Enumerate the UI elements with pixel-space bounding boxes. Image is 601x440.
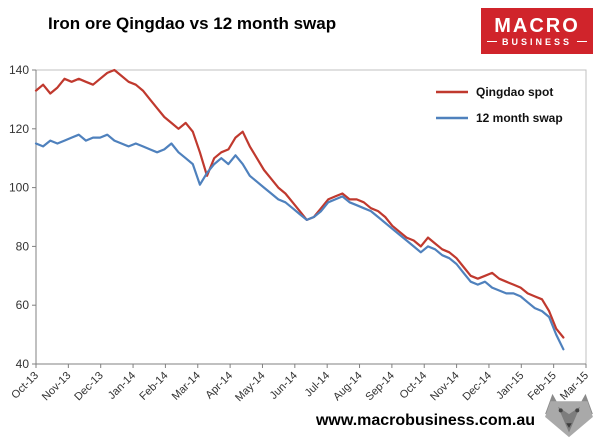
- svg-text:Jan-15: Jan-15: [494, 370, 526, 402]
- svg-text:Jun-14: Jun-14: [268, 370, 300, 402]
- svg-text:140: 140: [9, 63, 29, 77]
- logo-dash-right: [577, 41, 587, 42]
- svg-text:Nov-14: Nov-14: [428, 370, 462, 404]
- logo-text-macro: MACRO: [494, 14, 580, 37]
- legend: Qingdao spot 12 month swap: [436, 85, 563, 125]
- svg-text:Mar-14: Mar-14: [170, 370, 203, 403]
- logo-text-business: BUSINESS: [501, 36, 572, 47]
- macrobusiness-logo: MACRO BUSINESS: [481, 8, 593, 54]
- svg-text:Oct-14: Oct-14: [398, 370, 430, 402]
- legend-label-1: 12 month swap: [476, 111, 563, 125]
- svg-text:Nov-13: Nov-13: [40, 370, 74, 404]
- svg-text:Sep-14: Sep-14: [363, 370, 397, 404]
- svg-text:40: 40: [16, 357, 30, 371]
- logo-dash-left: [486, 41, 497, 42]
- svg-text:Apr-14: Apr-14: [203, 370, 235, 402]
- svg-text:Dec-13: Dec-13: [72, 370, 106, 404]
- series-line-1: [34, 133, 565, 351]
- wolf-logo-icon: [545, 393, 593, 438]
- svg-text:Feb-14: Feb-14: [137, 370, 170, 403]
- chart-title: Iron ore Qingdao vs 12 month swap: [48, 14, 337, 33]
- svg-text:May-14: May-14: [233, 370, 267, 404]
- website-url: www.macrobusiness.com.au: [315, 412, 535, 429]
- chart-area: 40 60 80 100 120 140 Oct-13 Nov-13 Dec-13 Jan-14 F…: [0, 56, 601, 408]
- svg-text:Oct-13: Oct-13: [9, 370, 41, 402]
- svg-text:100: 100: [9, 181, 29, 195]
- legend-label-0: Qingdao spot: [476, 85, 553, 99]
- logo-subline: BUSINESS: [486, 36, 587, 47]
- svg-text:60: 60: [16, 298, 30, 312]
- y-axis-labels: 40 60 80 100 120 140: [9, 63, 36, 371]
- svg-text:Aug-14: Aug-14: [331, 370, 365, 404]
- svg-text:Jul-14: Jul-14: [303, 370, 333, 400]
- svg-text:Jan-14: Jan-14: [106, 370, 138, 402]
- series-line-0: [34, 68, 565, 339]
- svg-text:80: 80: [16, 239, 30, 253]
- svg-text:Dec-14: Dec-14: [460, 370, 494, 404]
- svg-text:120: 120: [9, 122, 29, 136]
